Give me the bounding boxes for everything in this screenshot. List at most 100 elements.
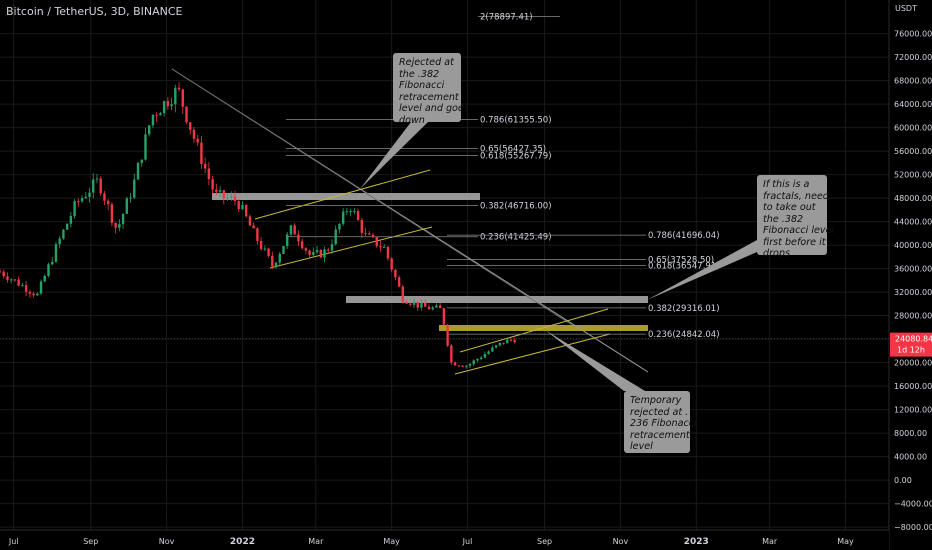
annotation-temporary-rejected-236[interactable]: Temporary rejected at . 236 Fibonacci retra… [624,391,697,453]
candle-body [203,164,207,169]
candle-body [327,249,330,251]
candle-body [43,275,46,282]
candle-body [24,285,28,292]
candle-body [468,364,472,366]
fib-level-label: 0.236(41425.49) [480,233,552,243]
candle-body [218,190,222,192]
candle-body [80,198,84,202]
candle-body [267,248,270,256]
candle-body [226,197,229,199]
x-tick-label: Mar [762,537,778,546]
candle-body [259,241,263,250]
y-tick-label: 40000.00 [894,241,932,250]
candle-body [315,250,319,253]
candle-body [95,178,99,180]
candle-body [356,211,360,221]
candle-body [21,285,24,287]
candle-body [136,162,140,180]
candle-body [435,305,438,308]
candle-body [125,198,129,214]
annotation-line: retracement [630,429,690,441]
candle-body [162,101,166,114]
candle-body [244,205,248,217]
candle-body [237,201,240,210]
candle-body [304,248,308,251]
annotation-line: fractals, need [763,190,829,202]
annotation-line: Fibonacci level [763,225,835,236]
annotation-fractals[interactable]: If this is a fractals, need to take out the… [757,175,835,259]
annotation-pointer [360,122,428,189]
annotation-pointer [647,240,757,300]
candle-body [6,276,9,281]
candle-body [118,224,121,228]
x-tick-label: Sep [83,537,98,546]
candle-body [509,339,513,341]
candle-body [106,200,110,205]
fib-level-label: 0.65(37528.50) [648,256,714,266]
candle-body [189,122,192,130]
candle-body [192,129,196,139]
candle-body [140,159,143,163]
y-tick-label: 16000.00 [894,382,932,391]
annotation-line: level [630,441,653,452]
time-axis[interactable] [0,530,889,550]
candle-body [386,246,390,259]
y-tick-label: −8000.00 [894,523,932,532]
candle-body [487,351,490,354]
candle-body [51,261,54,265]
annotation-line: retracement [399,91,459,103]
candle-body [438,305,442,309]
candle-body [148,125,151,135]
y-tick-label: 0.00 [894,476,912,485]
candle-body [330,244,334,251]
candle-body [39,281,43,294]
fib-level-label: 2(78897.41) [480,13,533,23]
candle-body [211,179,214,190]
candle-body [230,196,233,198]
candle-body [446,324,449,346]
candle-body [215,189,218,192]
x-tick-label: May [383,537,400,546]
candle-body [453,362,457,366]
candle-body [494,345,498,348]
annotation-line: rejected at . [630,406,689,418]
candle-body [442,308,446,325]
candle-body [375,236,378,247]
candle-body [502,342,505,344]
y-tick-label: 8000.00 [894,429,927,438]
candle-body [513,340,516,343]
y-tick-label: 72000.00 [894,53,932,62]
candle-body [54,244,58,262]
candle-body [73,201,76,216]
candle-body [88,192,91,197]
candle-body [28,291,32,294]
candle-body [92,179,95,193]
candle-body [196,138,199,143]
candle-body [431,307,434,310]
y-tick-label: 44000.00 [894,218,932,227]
candle-body [222,190,226,199]
candle-body [103,193,106,201]
candle-body [62,229,65,239]
candle-body [77,201,80,203]
candle-body [286,234,289,246]
candle-body [36,293,39,296]
candle-body [401,286,405,303]
current-price-tag[interactable] [890,332,932,357]
x-tick-label: May [837,537,854,546]
candle-body [17,279,20,286]
fib-level-label: 0.786(41696.04) [648,231,720,241]
candle-body [416,301,419,308]
candle-body [293,225,296,235]
annotation-rejected-382[interactable]: Rejected at the .382 Fibonacci retracement l… [393,53,469,126]
channel-lower-2 [454,333,611,375]
candle-body [491,347,494,352]
candle-body [110,204,114,223]
candle-body [174,87,177,105]
price-axis-currency: USDT [895,4,917,13]
y-tick-label: −4000.00 [894,500,932,509]
candle-body [483,353,487,358]
candle-body [129,197,132,199]
price-axis[interactable] [889,0,932,550]
